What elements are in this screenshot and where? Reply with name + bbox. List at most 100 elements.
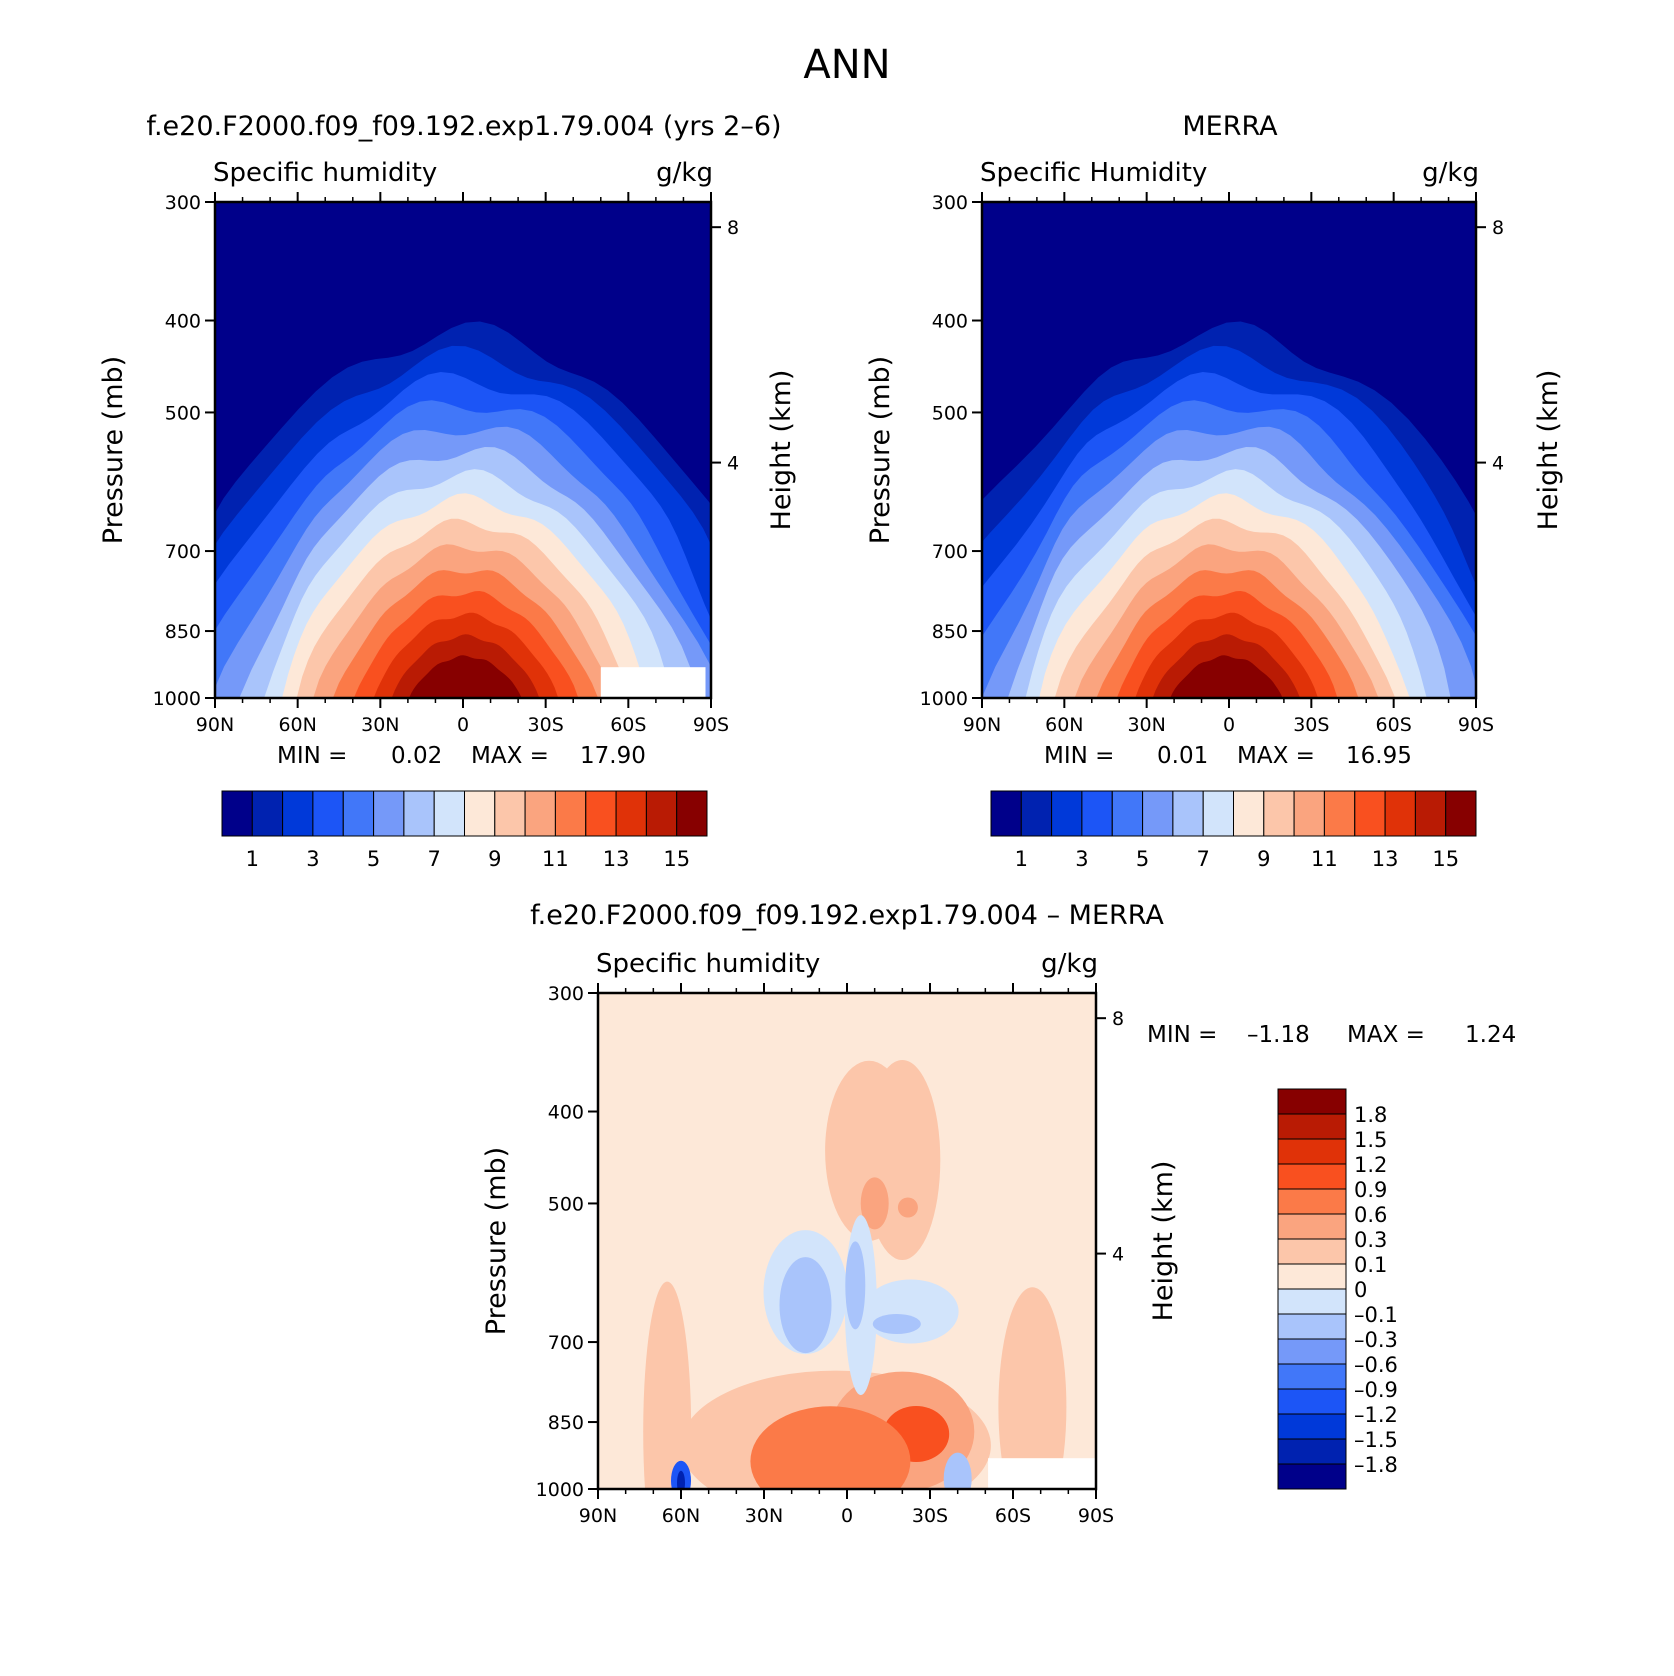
- y-tick-label: 500: [548, 1193, 584, 1215]
- contour-plot: [215, 202, 711, 698]
- colorbar-label: 13: [1372, 847, 1399, 871]
- x-tick-label: 30S: [1293, 714, 1329, 736]
- y-tick-label: 400: [165, 311, 201, 333]
- x-tick-label: 90N: [579, 1505, 617, 1527]
- max-value: 1.24: [1465, 1022, 1516, 1048]
- colorbar-swatch: [221, 790, 253, 837]
- x-tick-label: 30S: [912, 1505, 948, 1527]
- x-tick-label: 90S: [693, 714, 729, 736]
- y-tick-label: 700: [932, 541, 968, 563]
- colorbar-label: 1.5: [1354, 1128, 1387, 1152]
- x-tick-label: 30S: [528, 714, 564, 736]
- colorbar: 1 3 5 7 9 11 13 15: [221, 790, 708, 871]
- max-value: 16.95: [1346, 743, 1412, 769]
- y2-tick-label: 4: [1112, 1244, 1124, 1266]
- x-tick-label: 90S: [1458, 714, 1494, 736]
- colorbar-swatch: [1020, 790, 1053, 837]
- axes: 300 400 500 700 850 1000 90N 60N 30N 0 30S 60S 90S 8 4: [536, 983, 1124, 1527]
- axes: 300 400 500 700 850 1000 90N 60N 30N 0 30S 60S 90S 8 4: [920, 192, 1504, 736]
- colorbar-swatch: [1277, 1163, 1347, 1190]
- units-label: g/kg: [1422, 158, 1479, 188]
- colorbar-swatch: [676, 790, 708, 837]
- colorbar-swatch: [1277, 1463, 1347, 1490]
- y2-tick-label: 4: [727, 453, 739, 475]
- colorbar-label: 3: [1075, 847, 1088, 871]
- contour-band: [1170, 655, 1283, 698]
- y2-tick-label: 8: [727, 217, 739, 239]
- colorbar-label: 15: [1432, 847, 1459, 871]
- y-tick-label: 1000: [536, 1479, 584, 1501]
- colorbar-label: 1.8: [1354, 1103, 1387, 1127]
- colorbar-swatch: [342, 790, 375, 837]
- colorbar-swatch: [554, 790, 587, 837]
- colorbar: 1.81.51.20.90.60.30.10–0.1–0.3–0.6–0.9–1…: [1277, 1088, 1398, 1490]
- y2-axis-label: Height (km): [1533, 370, 1564, 531]
- x-tick-label: 60N: [662, 1505, 700, 1527]
- y-tick-label: 850: [165, 621, 201, 643]
- variable-label: Specific humidity: [213, 158, 437, 188]
- colorbar-label: 9: [488, 847, 501, 871]
- colorbar-label: 1.2: [1354, 1153, 1387, 1177]
- colorbar-swatch: [1445, 790, 1477, 837]
- contour-band: [943, 1452, 972, 1489]
- y-tick-label: 700: [165, 541, 201, 563]
- contour-band: [779, 1257, 832, 1354]
- colorbar-label: 15: [663, 847, 690, 871]
- colorbar-label: 13: [603, 847, 630, 871]
- colorbar-label: –0.3: [1354, 1328, 1398, 1352]
- panel-title: MERRA: [1182, 111, 1278, 142]
- x-tick-label: 90N: [196, 714, 234, 736]
- y-axis-label: Pressure (mb): [481, 1147, 512, 1335]
- colorbar-label: 0: [1354, 1278, 1367, 1302]
- colorbar-swatch: [1111, 790, 1144, 837]
- colorbar-label: 5: [367, 847, 380, 871]
- y2-tick-label: 8: [1112, 1008, 1124, 1030]
- colorbar-swatch: [1277, 1263, 1347, 1290]
- x-tick-label: 60S: [610, 714, 646, 736]
- colorbar-label: 7: [428, 847, 441, 871]
- max-value: 17.90: [580, 743, 646, 769]
- x-tick-label: 60S: [995, 1505, 1031, 1527]
- colorbar-swatch: [1277, 1363, 1347, 1390]
- colorbar-swatch: [524, 790, 556, 837]
- contour-band: [860, 1177, 889, 1230]
- x-tick-label: 60S: [1376, 714, 1412, 736]
- max-label: MAX =: [471, 743, 549, 769]
- colorbar-swatch: [1233, 790, 1265, 837]
- x-tick-label: 90S: [1078, 1505, 1114, 1527]
- colorbar-swatch: [585, 790, 617, 837]
- colorbar-swatch: [1277, 1288, 1347, 1315]
- colorbar-swatch: [1277, 1413, 1347, 1440]
- y-tick-label: 700: [548, 1332, 584, 1354]
- colorbar-swatch: [1277, 1113, 1347, 1140]
- colorbar-swatch: [1354, 790, 1386, 837]
- contour-band: [872, 1314, 921, 1334]
- colorbar-swatch: [433, 790, 466, 837]
- y-tick-label: 850: [548, 1412, 584, 1434]
- contour-plot: [598, 993, 1096, 1489]
- min-value: 0.02: [391, 743, 442, 769]
- colorbar-label: 0.1: [1354, 1253, 1387, 1277]
- colorbar-swatch: [1414, 790, 1447, 837]
- colorbar-swatch: [1293, 790, 1325, 837]
- colorbar-label: 11: [1311, 847, 1338, 871]
- x-tick-label: 0: [457, 714, 469, 736]
- x-tick-label: 30N: [361, 714, 399, 736]
- colorbar-label: 11: [542, 847, 569, 871]
- y-tick-label: 500: [165, 402, 201, 424]
- min-value: 0.01: [1157, 743, 1208, 769]
- colorbar-label: –0.1: [1354, 1303, 1398, 1327]
- y-axis-label: Pressure (mb): [98, 356, 129, 544]
- y-tick-label: 850: [932, 621, 968, 643]
- colorbar-swatch: [1051, 790, 1083, 837]
- colorbar-swatch: [1277, 1313, 1347, 1340]
- max-label: MAX =: [1347, 1022, 1425, 1048]
- colorbar-swatch: [312, 790, 344, 837]
- y2-tick-label: 4: [1492, 453, 1504, 475]
- colorbar-swatch: [373, 790, 405, 837]
- colorbar-swatch: [1277, 1138, 1347, 1165]
- x-tick-label: 30N: [745, 1505, 783, 1527]
- colorbar-swatch: [1263, 790, 1295, 837]
- contour-band: [677, 1470, 685, 1489]
